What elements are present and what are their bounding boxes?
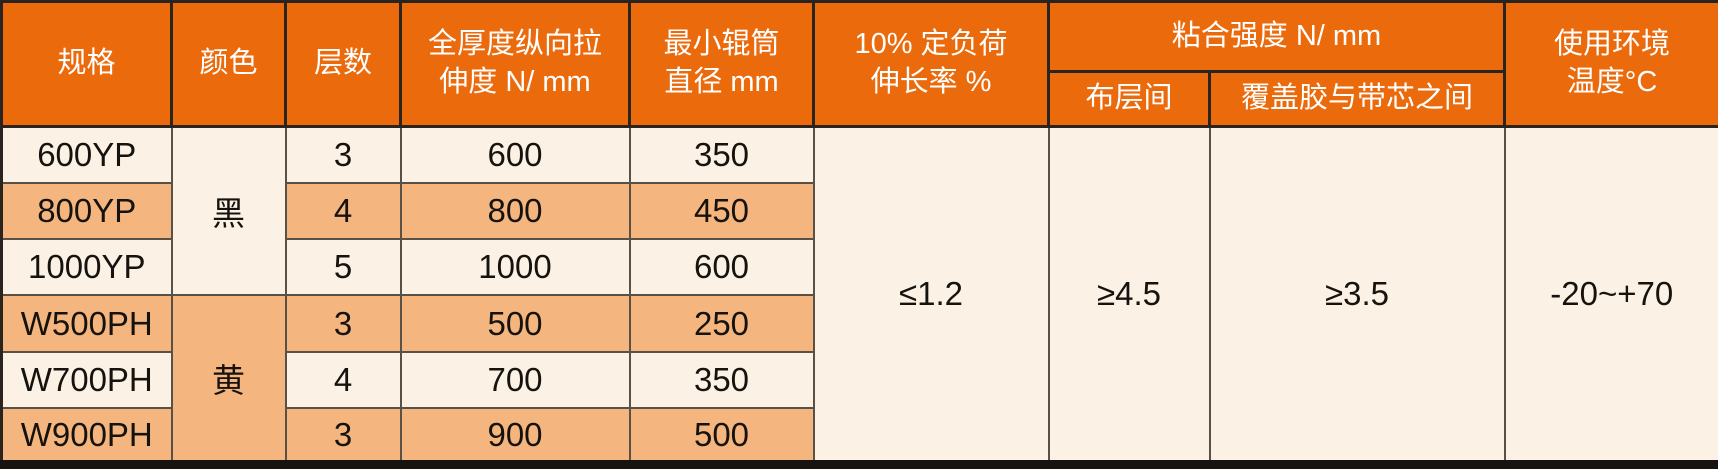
header-row-top: 规格 颜色 层数 全厚度纵向拉 伸度 N/ mm 最小辊筒 直径 mm 10% … (0, 0, 1718, 128)
header-line: 温度°C (1566, 66, 1658, 98)
col-header-color: 颜色 (170, 0, 287, 128)
col-header-adhesion-ply: 布层间 (1047, 70, 1211, 128)
table-row: 600YP 黑 3 600 350 ≤1.2 ≥4.5 ≥3.5 -20~+70 (0, 125, 1718, 466)
col-header-adhesion-group: 粘合强度 N/ mm (1047, 0, 1506, 73)
col-header-adhesion-cover: 覆盖胶与带芯之间 (1208, 70, 1506, 128)
header-row-sub: 布层间 覆盖胶与带芯之间 (2, 70, 1718, 128)
spec-cell: W700PH (0, 350, 173, 410)
col-header-roller: 最小辊筒 直径 mm (628, 0, 815, 128)
tensile-cell: 600 (399, 125, 631, 184)
tensile-cell: 1000 (399, 238, 631, 297)
table-row: 1000YP 5 1000 600 (0, 238, 1718, 297)
layers-cell: 3 (284, 294, 402, 353)
adhesion-ply-merged-cell: ≥4.5 (1047, 125, 1211, 466)
table-row: W900PH 3 900 500 (0, 407, 1718, 466)
table-header: 规格 颜色 层数 全厚度纵向拉 伸度 N/ mm 最小辊筒 直径 mm 10% … (0, 0, 1718, 128)
adhesion-cover-merged-cell: ≥3.5 (1208, 125, 1506, 466)
tensile-cell: 700 (399, 350, 631, 410)
layers-cell: 3 (284, 407, 402, 466)
layers-cell: 4 (284, 350, 402, 410)
table-row: W500PH 黄 3 500 250 (0, 294, 1718, 466)
elongation-merged-cell: ≤1.2 (812, 125, 1050, 466)
header-line: 10% 定负荷 (854, 28, 1008, 61)
roller-cell: 500 (628, 407, 815, 466)
spec-cell: W900PH (0, 407, 173, 466)
tensile-cell: 800 (399, 181, 631, 241)
col-header-layers: 层数 (284, 0, 402, 128)
col-header-spec: 规格 (0, 0, 173, 128)
roller-cell: 450 (628, 181, 815, 241)
header-line: 伸长率 % (870, 66, 992, 98)
temperature-merged-cell: -20~+70 (1503, 125, 1718, 466)
layers-cell: 5 (284, 238, 402, 297)
header-line: 最小辊筒 (663, 28, 780, 61)
roller-cell: 250 (628, 294, 815, 353)
spec-cell: 800YP (0, 181, 173, 241)
col-header-temperature: 使用环境 温度°C (1503, 0, 1718, 128)
tensile-cell: 500 (399, 294, 631, 353)
roller-cell: 350 (628, 350, 815, 410)
spec-cell: W500PH (0, 294, 173, 353)
roller-cell: 350 (628, 125, 815, 184)
color-group-cell-yellow: 黄 (170, 294, 287, 466)
spec-cell: 600YP (0, 125, 173, 184)
table-body: 600YP 黑 3 600 350 ≤1.2 ≥4.5 ≥3.5 -20~+70… (0, 125, 1718, 466)
tensile-cell: 900 (399, 407, 631, 466)
color-group-cell-black: 黑 (170, 125, 287, 297)
col-header-elongation: 10% 定负荷 伸长率 % (812, 0, 1050, 128)
table-row: W700PH 4 700 350 (0, 350, 1718, 410)
header-line: 使用环境 (1553, 28, 1670, 61)
layers-cell: 3 (284, 125, 402, 184)
layers-cell: 4 (284, 181, 402, 241)
roller-cell: 600 (628, 238, 815, 297)
spec-cell: 1000YP (0, 238, 173, 297)
table-row: 800YP 4 800 450 (0, 181, 1718, 241)
header-line: 全厚度纵向拉 (427, 28, 602, 61)
header-line: 直径 mm (664, 66, 779, 98)
header-line: 伸度 N/ mm (439, 66, 591, 98)
col-header-tensile: 全厚度纵向拉 伸度 N/ mm (399, 0, 631, 128)
